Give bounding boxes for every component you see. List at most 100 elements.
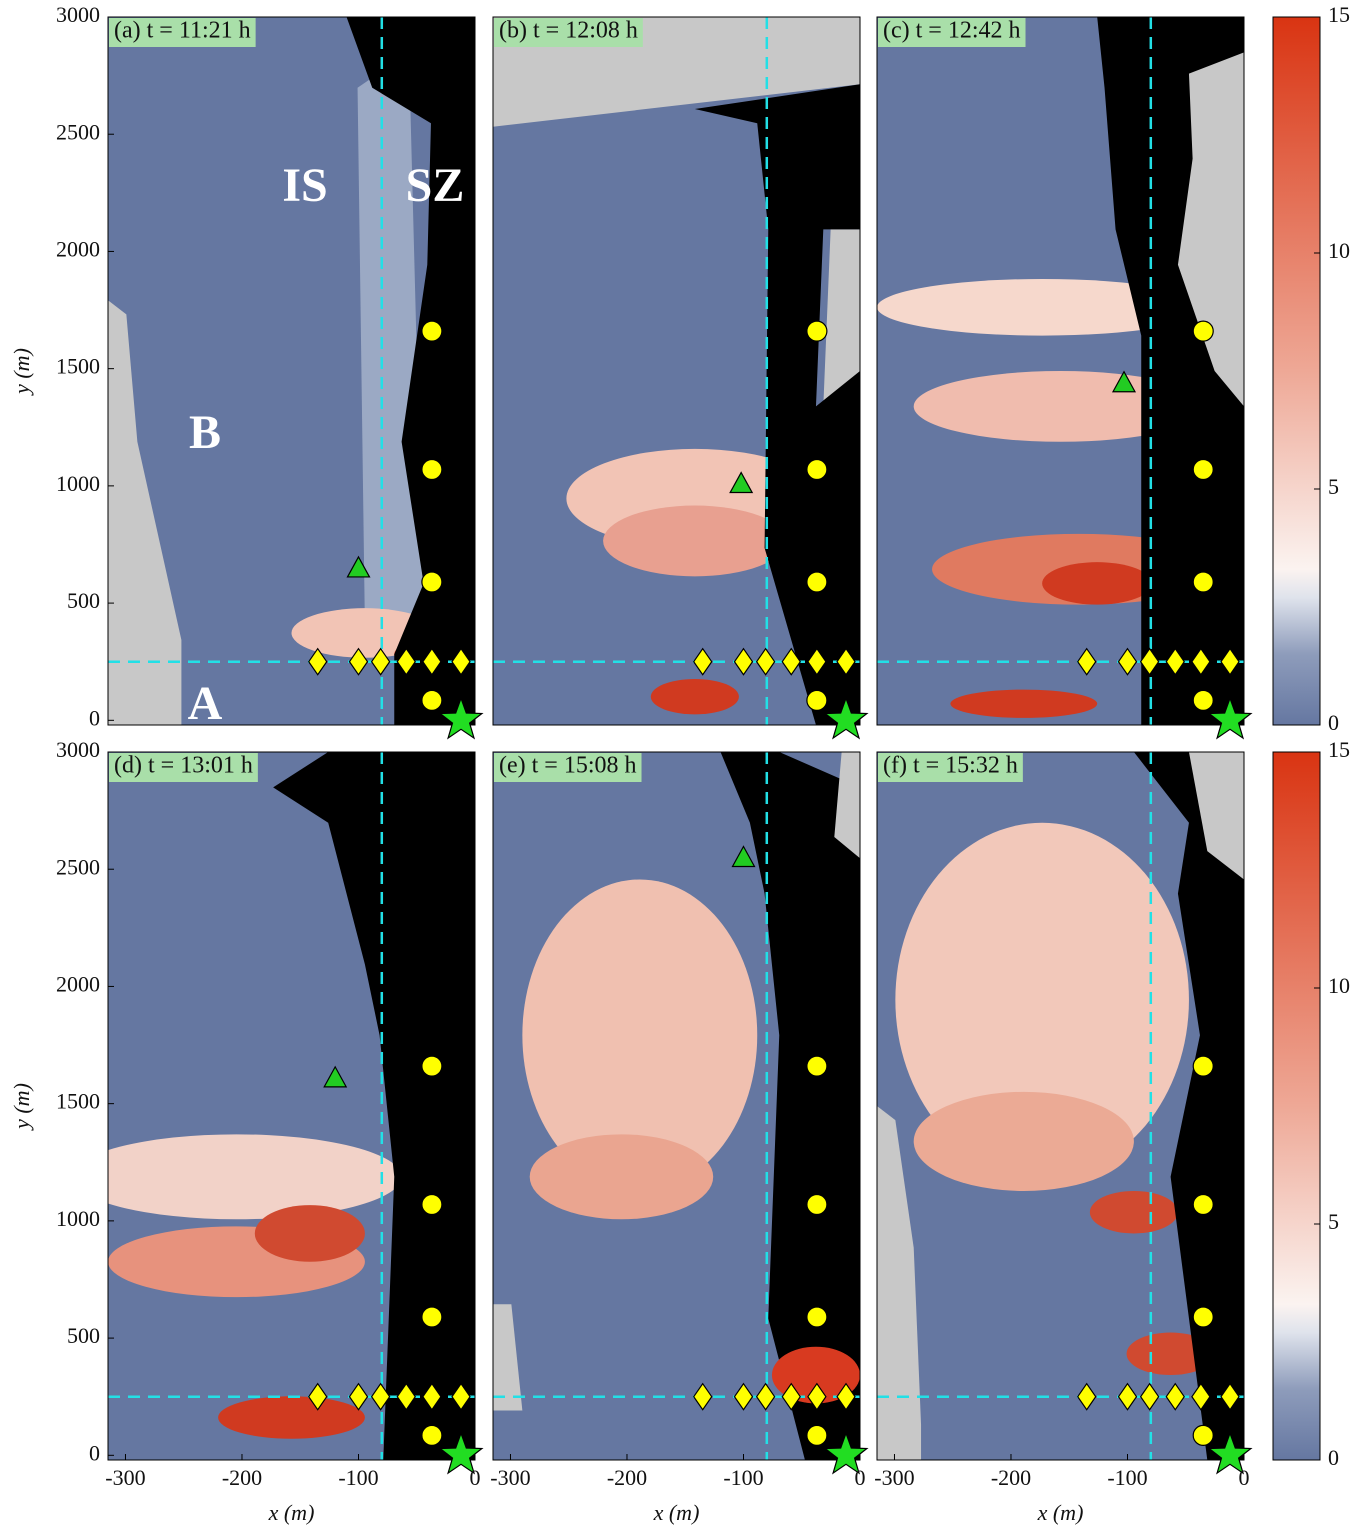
masked-area [720, 752, 860, 1460]
plume [877, 278, 1208, 336]
panel-title: (d) t = 13:01 h [114, 753, 253, 779]
axes-frame [876, 16, 1245, 726]
colorbar-tick-label: 5 [1328, 1209, 1339, 1234]
star-marker [438, 696, 484, 740]
annotation: IS [282, 159, 327, 212]
plume [522, 879, 758, 1191]
no-data-area [823, 229, 860, 407]
panel [108, 17, 475, 725]
no-data-area [108, 300, 182, 725]
diamond-marker [781, 647, 801, 676]
axes-frame [492, 751, 861, 1461]
diamond-marker [451, 647, 471, 676]
circle-marker [806, 458, 828, 481]
circle-marker [421, 458, 443, 481]
title-box [878, 753, 1023, 782]
x-tick-label: -200 [991, 1465, 1031, 1490]
no-data-area [877, 1106, 922, 1460]
plume [603, 505, 787, 577]
title-box [494, 18, 643, 47]
no-data-area [1188, 752, 1244, 880]
circle-marker [806, 1306, 828, 1328]
colorbar-tick-label: 10 [1328, 973, 1350, 998]
diamond-marker [807, 1382, 827, 1411]
diamond-marker [1165, 1382, 1185, 1411]
diamond-marker [348, 647, 369, 676]
diamond-marker [1139, 1382, 1160, 1411]
circle-marker [421, 689, 443, 711]
x-axis-label: x (m) [1037, 1500, 1084, 1525]
y-tick-label: 2000 [56, 236, 100, 261]
panel-title: (c) t = 12:42 h [883, 18, 1021, 44]
y-tick-label: 2500 [56, 854, 100, 879]
circle-marker [421, 1306, 443, 1328]
x-tick-label: -100 [723, 1465, 763, 1490]
colorbar-tick-label: 10 [1328, 238, 1350, 263]
axes-frame [492, 16, 861, 726]
panel [493, 752, 860, 1460]
diamond-marker [692, 647, 713, 676]
diamond-marker [1139, 647, 1160, 676]
circle-marker [421, 1193, 443, 1216]
x-tick-label: -200 [222, 1465, 262, 1490]
colorbar [1272, 16, 1321, 726]
x-tick-label: -100 [1107, 1465, 1147, 1490]
diamond-marker [1076, 1382, 1097, 1411]
y-tick-label: 1000 [56, 1206, 100, 1231]
y-tick-label: 3000 [56, 737, 100, 762]
circle-marker [421, 571, 443, 593]
circle-marker [1192, 1306, 1214, 1328]
y-tick-label: 2000 [56, 971, 100, 996]
axes-frame [107, 751, 476, 1461]
x-tick-label: -100 [338, 1465, 378, 1490]
diamond-marker [1220, 647, 1240, 676]
circle-marker [421, 320, 443, 342]
plume [108, 1134, 402, 1220]
diamond-marker [781, 1382, 801, 1411]
diamond-marker [348, 1382, 369, 1411]
circle-marker [1192, 1193, 1214, 1216]
masked-area [1133, 752, 1244, 1460]
circle-marker [1192, 689, 1214, 711]
circle-marker [806, 689, 828, 711]
x-tick-label: 0 [1239, 1465, 1250, 1490]
diamond-marker [451, 1382, 471, 1411]
y-tick-label: 1000 [56, 471, 100, 496]
y-tick-label: 1500 [56, 354, 100, 379]
masked-area [346, 17, 475, 725]
diamond-marker [1191, 1382, 1211, 1411]
panel-title: (a) t = 11:21 h [114, 18, 251, 44]
diamond-marker [396, 647, 416, 676]
title-box [109, 18, 256, 47]
triangle-marker [323, 1065, 348, 1088]
plume [529, 1134, 714, 1220]
star-marker [823, 696, 869, 740]
colorbar [1272, 751, 1321, 1461]
diamond-marker [1220, 1382, 1240, 1411]
panel [493, 17, 860, 725]
circle-marker [421, 1055, 443, 1077]
triangle-marker [731, 845, 756, 868]
x-tick-label: 0 [470, 1465, 481, 1490]
circle-marker [806, 1424, 828, 1446]
y-axis-label: y (m) [9, 1083, 34, 1131]
no-data-area [834, 752, 860, 859]
diamond-marker [396, 1382, 416, 1411]
colorbar-tick-label: 5 [1328, 474, 1339, 499]
y-tick-label: 500 [67, 1323, 100, 1348]
diamond-marker [422, 1382, 442, 1411]
star-marker [438, 1431, 484, 1475]
plume [218, 1396, 365, 1439]
triangle-marker [1111, 370, 1137, 393]
colorbar-tick-label: 15 [1328, 2, 1350, 27]
panel-title: (e) t = 15:08 h [499, 753, 637, 779]
plume [1042, 562, 1153, 605]
diamond-marker [370, 647, 391, 676]
x-tick-label: -200 [607, 1465, 647, 1490]
circle-marker [806, 320, 828, 342]
triangle-marker [729, 471, 754, 494]
panel [877, 17, 1244, 725]
panel [877, 752, 1244, 1460]
star-marker [1207, 1431, 1253, 1475]
